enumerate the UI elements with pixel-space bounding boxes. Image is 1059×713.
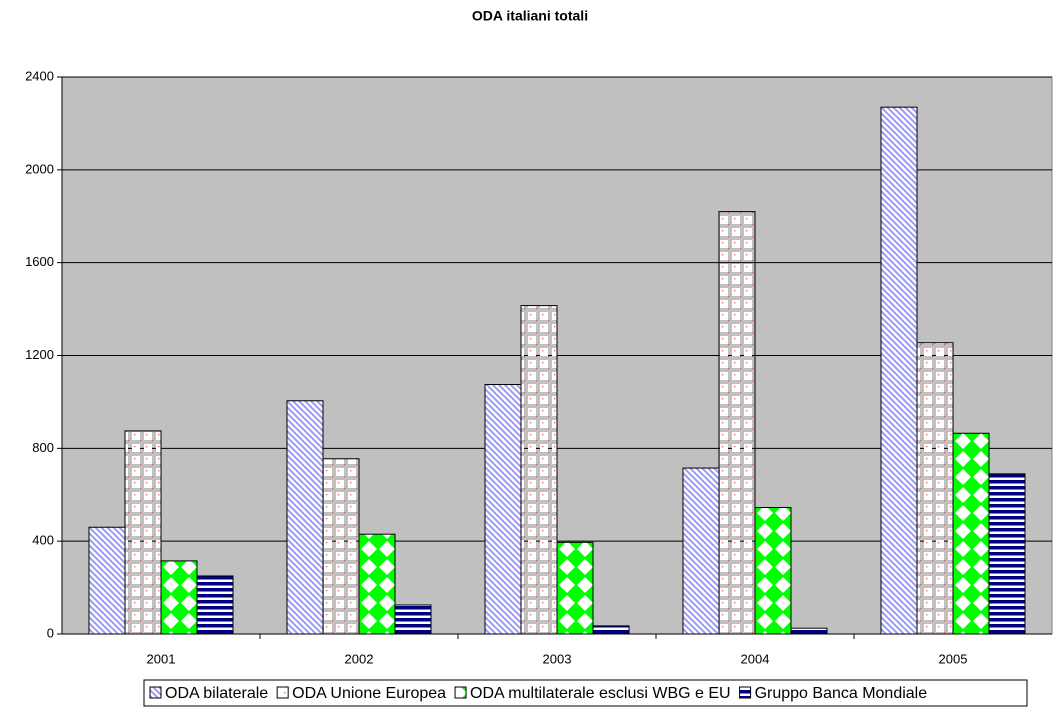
- bar: [88, 526, 126, 635]
- x-tick-label: 2002: [345, 651, 374, 666]
- bar: [394, 604, 432, 635]
- bar: [592, 625, 630, 635]
- bar: [952, 432, 990, 635]
- legend-swatch: [454, 686, 467, 699]
- legend-box: [143, 679, 1028, 707]
- bar: [520, 305, 558, 635]
- bar: [988, 473, 1026, 635]
- y-tick-label: 2000: [25, 161, 54, 176]
- bar: [160, 560, 198, 635]
- bar: [196, 575, 234, 635]
- bar: [880, 106, 918, 635]
- x-tick-label: 2004: [741, 651, 770, 666]
- bar: [556, 541, 594, 635]
- legend-label: ODA Unione Europea: [292, 685, 446, 702]
- bar: [358, 533, 396, 635]
- y-tick-label: 400: [32, 533, 54, 548]
- chart-title: ODA italiani totali: [472, 8, 588, 24]
- bar: [754, 507, 792, 635]
- y-tick-label: 800: [32, 440, 54, 455]
- bar: [718, 211, 756, 635]
- legend-swatch: [739, 686, 752, 699]
- bar: [916, 342, 954, 635]
- legend-label: ODA bilaterale: [165, 685, 268, 702]
- bar: [484, 384, 522, 635]
- y-tick-label: 0: [47, 625, 54, 640]
- legend-label: ODA multilaterale esclusi WBG e EU: [470, 685, 731, 702]
- legend-label: Gruppo Banca Mondiale: [755, 685, 928, 702]
- x-tick-label: 2003: [543, 651, 572, 666]
- y-tick-label: 1200: [25, 347, 54, 362]
- y-tick-label: 1600: [25, 254, 54, 269]
- bar: [790, 627, 828, 635]
- legend-swatch: [276, 686, 289, 699]
- bar: [322, 458, 360, 635]
- x-tick-label: 2005: [939, 651, 968, 666]
- y-tick-label: 2400: [25, 68, 54, 83]
- legend-swatch: [149, 686, 162, 699]
- x-tick-label: 2001: [147, 651, 176, 666]
- bar: [682, 467, 720, 635]
- bar: [286, 400, 324, 635]
- bar: [124, 430, 162, 635]
